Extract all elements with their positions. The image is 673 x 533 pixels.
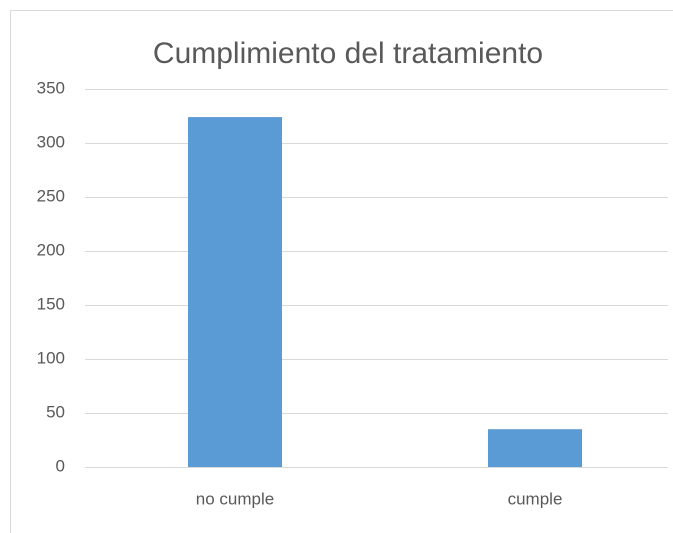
bar: [188, 117, 282, 467]
y-tick-label: 350: [37, 78, 65, 97]
y-tick-label: 50: [46, 402, 65, 421]
bar: [488, 429, 582, 467]
chart-title: Cumplimiento del tratamiento: [153, 37, 543, 70]
y-tick-label: 150: [37, 294, 65, 313]
y-tick-label: 200: [37, 240, 65, 259]
x-tick-label: no cumple: [196, 489, 274, 508]
x-tick-label: cumple: [508, 489, 563, 508]
y-tick-label: 300: [37, 132, 65, 151]
y-tick-label: 0: [56, 456, 65, 475]
y-tick-label: 250: [37, 186, 65, 205]
y-tick-label: 100: [37, 348, 65, 367]
